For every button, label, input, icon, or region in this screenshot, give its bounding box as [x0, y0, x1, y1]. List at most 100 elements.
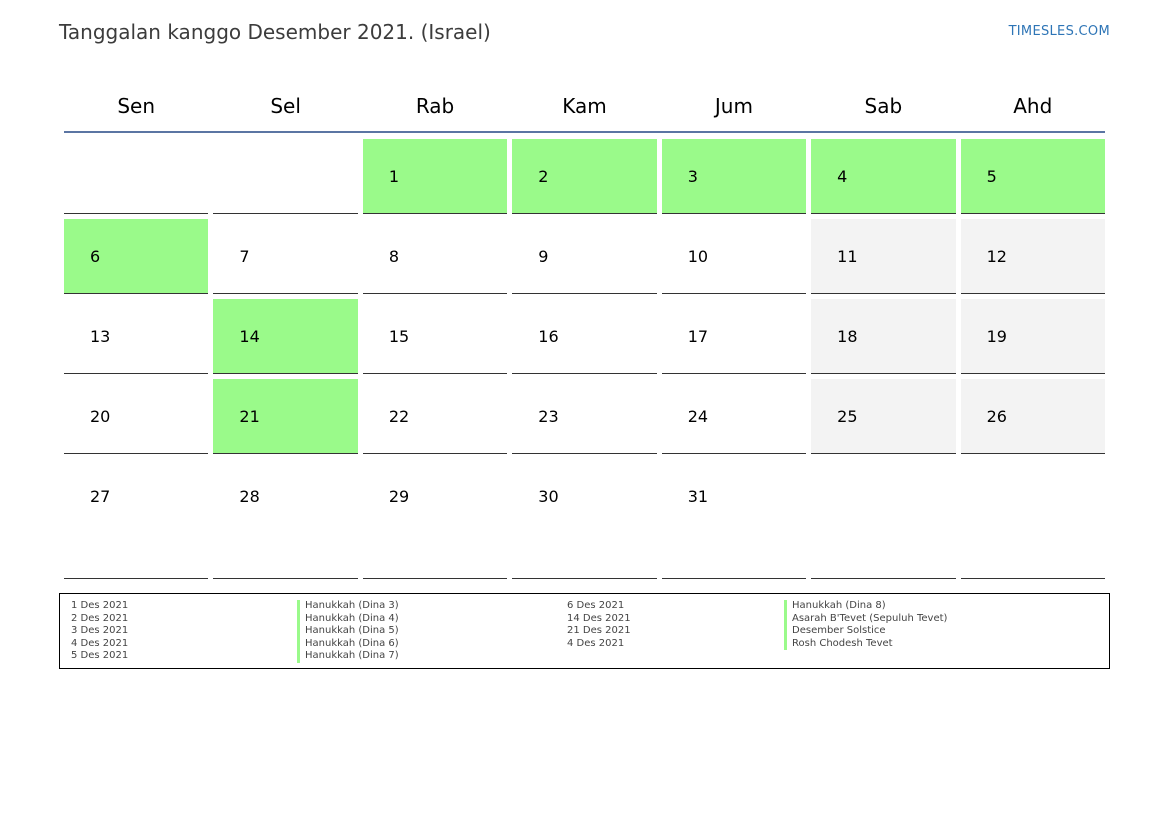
weekday-label: Sab — [864, 93, 903, 118]
legend-date: 4 Des 2021 — [567, 637, 625, 649]
day-number: 22 — [388, 407, 410, 426]
day-number: 6 — [90, 247, 101, 266]
legend-dates-col-1: 1 Des 2021 2 Des 2021 3 Des 2021 4 Des 2… — [71, 600, 128, 663]
day-cell: 26 — [960, 379, 1105, 454]
legend-date: 21 Des 2021 — [567, 625, 631, 636]
day-cell: 2 — [512, 139, 657, 214]
day-number: 19 — [986, 327, 1007, 346]
day-cell — [64, 139, 209, 214]
legend-date: 5 Des 2021 — [71, 650, 129, 661]
day-cell: 25 — [811, 379, 956, 454]
day-number: 25 — [837, 407, 858, 426]
day-cell: 6 — [64, 219, 209, 294]
calendar-grid: Sen Sel Rab Kam Jum Sab Ahd 1 2 3 4 5 6 … — [64, 80, 1105, 579]
legend-holiday-name: Rosh Chodesh Tevet — [784, 637, 947, 650]
weekday-label: Kam — [562, 93, 607, 118]
day-cell — [213, 139, 358, 214]
weekday-label: Jum — [714, 93, 753, 118]
day-cell: 1 — [362, 139, 508, 214]
day-number: 15 — [388, 327, 410, 346]
calendar-week: 13 14 15 16 17 18 19 — [64, 299, 1105, 374]
day-number: 20 — [90, 407, 111, 426]
day-cell: 28 — [213, 459, 358, 579]
legend-date: 4 Des 2021 — [71, 637, 129, 649]
day-number: 24 — [687, 407, 709, 426]
legend-date: 1 Des 2021 — [71, 600, 129, 611]
day-cell: 14 — [213, 299, 358, 374]
day-cell: 7 — [213, 219, 358, 294]
day-number: 29 — [388, 487, 410, 506]
legend-holiday-name: Desember Solstice — [784, 625, 947, 638]
weekday-label: Ahd — [1013, 93, 1053, 118]
legend-holiday-name: Hanukkah (Dina 8) — [784, 600, 947, 613]
day-number: 21 — [239, 407, 260, 426]
day-cell: 8 — [362, 219, 508, 294]
legend-holiday-name: Hanukkah (Dina 5) — [297, 625, 399, 638]
day-cell: 9 — [512, 219, 657, 294]
calendar-week: 27 28 29 30 31 — [64, 459, 1105, 579]
day-cell: 18 — [811, 299, 956, 374]
day-number: 5 — [986, 167, 997, 186]
day-number: 17 — [687, 327, 709, 346]
day-number: 27 — [90, 487, 111, 506]
day-cell: 16 — [512, 299, 657, 374]
day-number: 4 — [837, 167, 848, 186]
day-number: 11 — [837, 247, 858, 266]
weekday-label: Sel — [270, 93, 301, 118]
day-number: 8 — [388, 247, 400, 266]
day-cell: 4 — [811, 139, 956, 214]
day-number: 1 — [388, 167, 400, 186]
day-cell: 19 — [960, 299, 1105, 374]
day-cell: 15 — [362, 299, 508, 374]
day-number: 18 — [837, 327, 858, 346]
day-cell: 27 — [64, 459, 209, 579]
day-number: 23 — [538, 407, 559, 426]
legend-holiday-name: Hanukkah (Dina 3) — [297, 600, 399, 613]
day-cell: 29 — [362, 459, 508, 579]
calendar-week: 6 7 8 9 10 11 12 — [64, 219, 1105, 294]
day-cell: 30 — [512, 459, 657, 579]
day-number: 12 — [986, 247, 1007, 266]
day-cell — [811, 459, 956, 579]
weekday-label: Rab — [415, 93, 455, 118]
day-number: 9 — [538, 247, 549, 266]
day-cell — [960, 459, 1105, 579]
legend-date: 2 Des 2021 — [71, 612, 129, 624]
day-number: 31 — [687, 487, 709, 506]
day-number: 7 — [239, 247, 250, 266]
day-cell: 21 — [213, 379, 358, 454]
legend-holiday-name: Hanukkah (Dina 4) — [297, 612, 399, 625]
day-number: 2 — [538, 167, 549, 186]
day-cell: 17 — [661, 299, 807, 374]
legend-holiday-name: Hanukkah (Dina 6) — [297, 637, 399, 650]
day-cell: 10 — [661, 219, 807, 294]
day-cell: 13 — [64, 299, 209, 374]
weekday-label: Sen — [117, 93, 156, 118]
legend-date: 14 Des 2021 — [567, 612, 631, 624]
legend-dates-col-2: 6 Des 2021 14 Des 2021 21 Des 2021 4 Des… — [567, 600, 631, 650]
weekday-header: Sen Sel Rab Kam Jum Sab Ahd — [64, 80, 1105, 133]
day-cell: 24 — [661, 379, 807, 454]
day-number: 26 — [986, 407, 1007, 426]
day-number: 13 — [90, 327, 111, 346]
holiday-legend: 1 Des 2021 2 Des 2021 3 Des 2021 4 Des 2… — [59, 593, 1110, 669]
brand-link[interactable]: TIMESLES.COM — [1008, 24, 1110, 39]
calendar-week: 20 21 22 23 24 25 26 — [64, 379, 1105, 454]
legend-holiday-name: Hanukkah (Dina 7) — [297, 650, 399, 663]
day-cell: 23 — [512, 379, 657, 454]
calendar-week: 1 2 3 4 5 — [64, 139, 1105, 214]
day-cell: 22 — [362, 379, 508, 454]
day-number: 14 — [239, 327, 260, 346]
legend-date: 3 Des 2021 — [71, 625, 129, 636]
legend-date: 6 Des 2021 — [567, 600, 625, 611]
day-cell: 11 — [811, 219, 956, 294]
day-number: 16 — [538, 327, 559, 346]
day-cell: 20 — [64, 379, 209, 454]
page-title: Tanggalan kanggo Desember 2021. (Israel) — [59, 20, 491, 44]
day-number: 10 — [687, 247, 709, 266]
legend-names-col-2: Hanukkah (Dina 8) Asarah B'Tevet (Sepulu… — [784, 600, 947, 650]
day-cell: 12 — [960, 219, 1105, 294]
day-number: 28 — [239, 487, 260, 506]
day-number: 30 — [538, 487, 559, 506]
day-cell: 5 — [960, 139, 1105, 214]
